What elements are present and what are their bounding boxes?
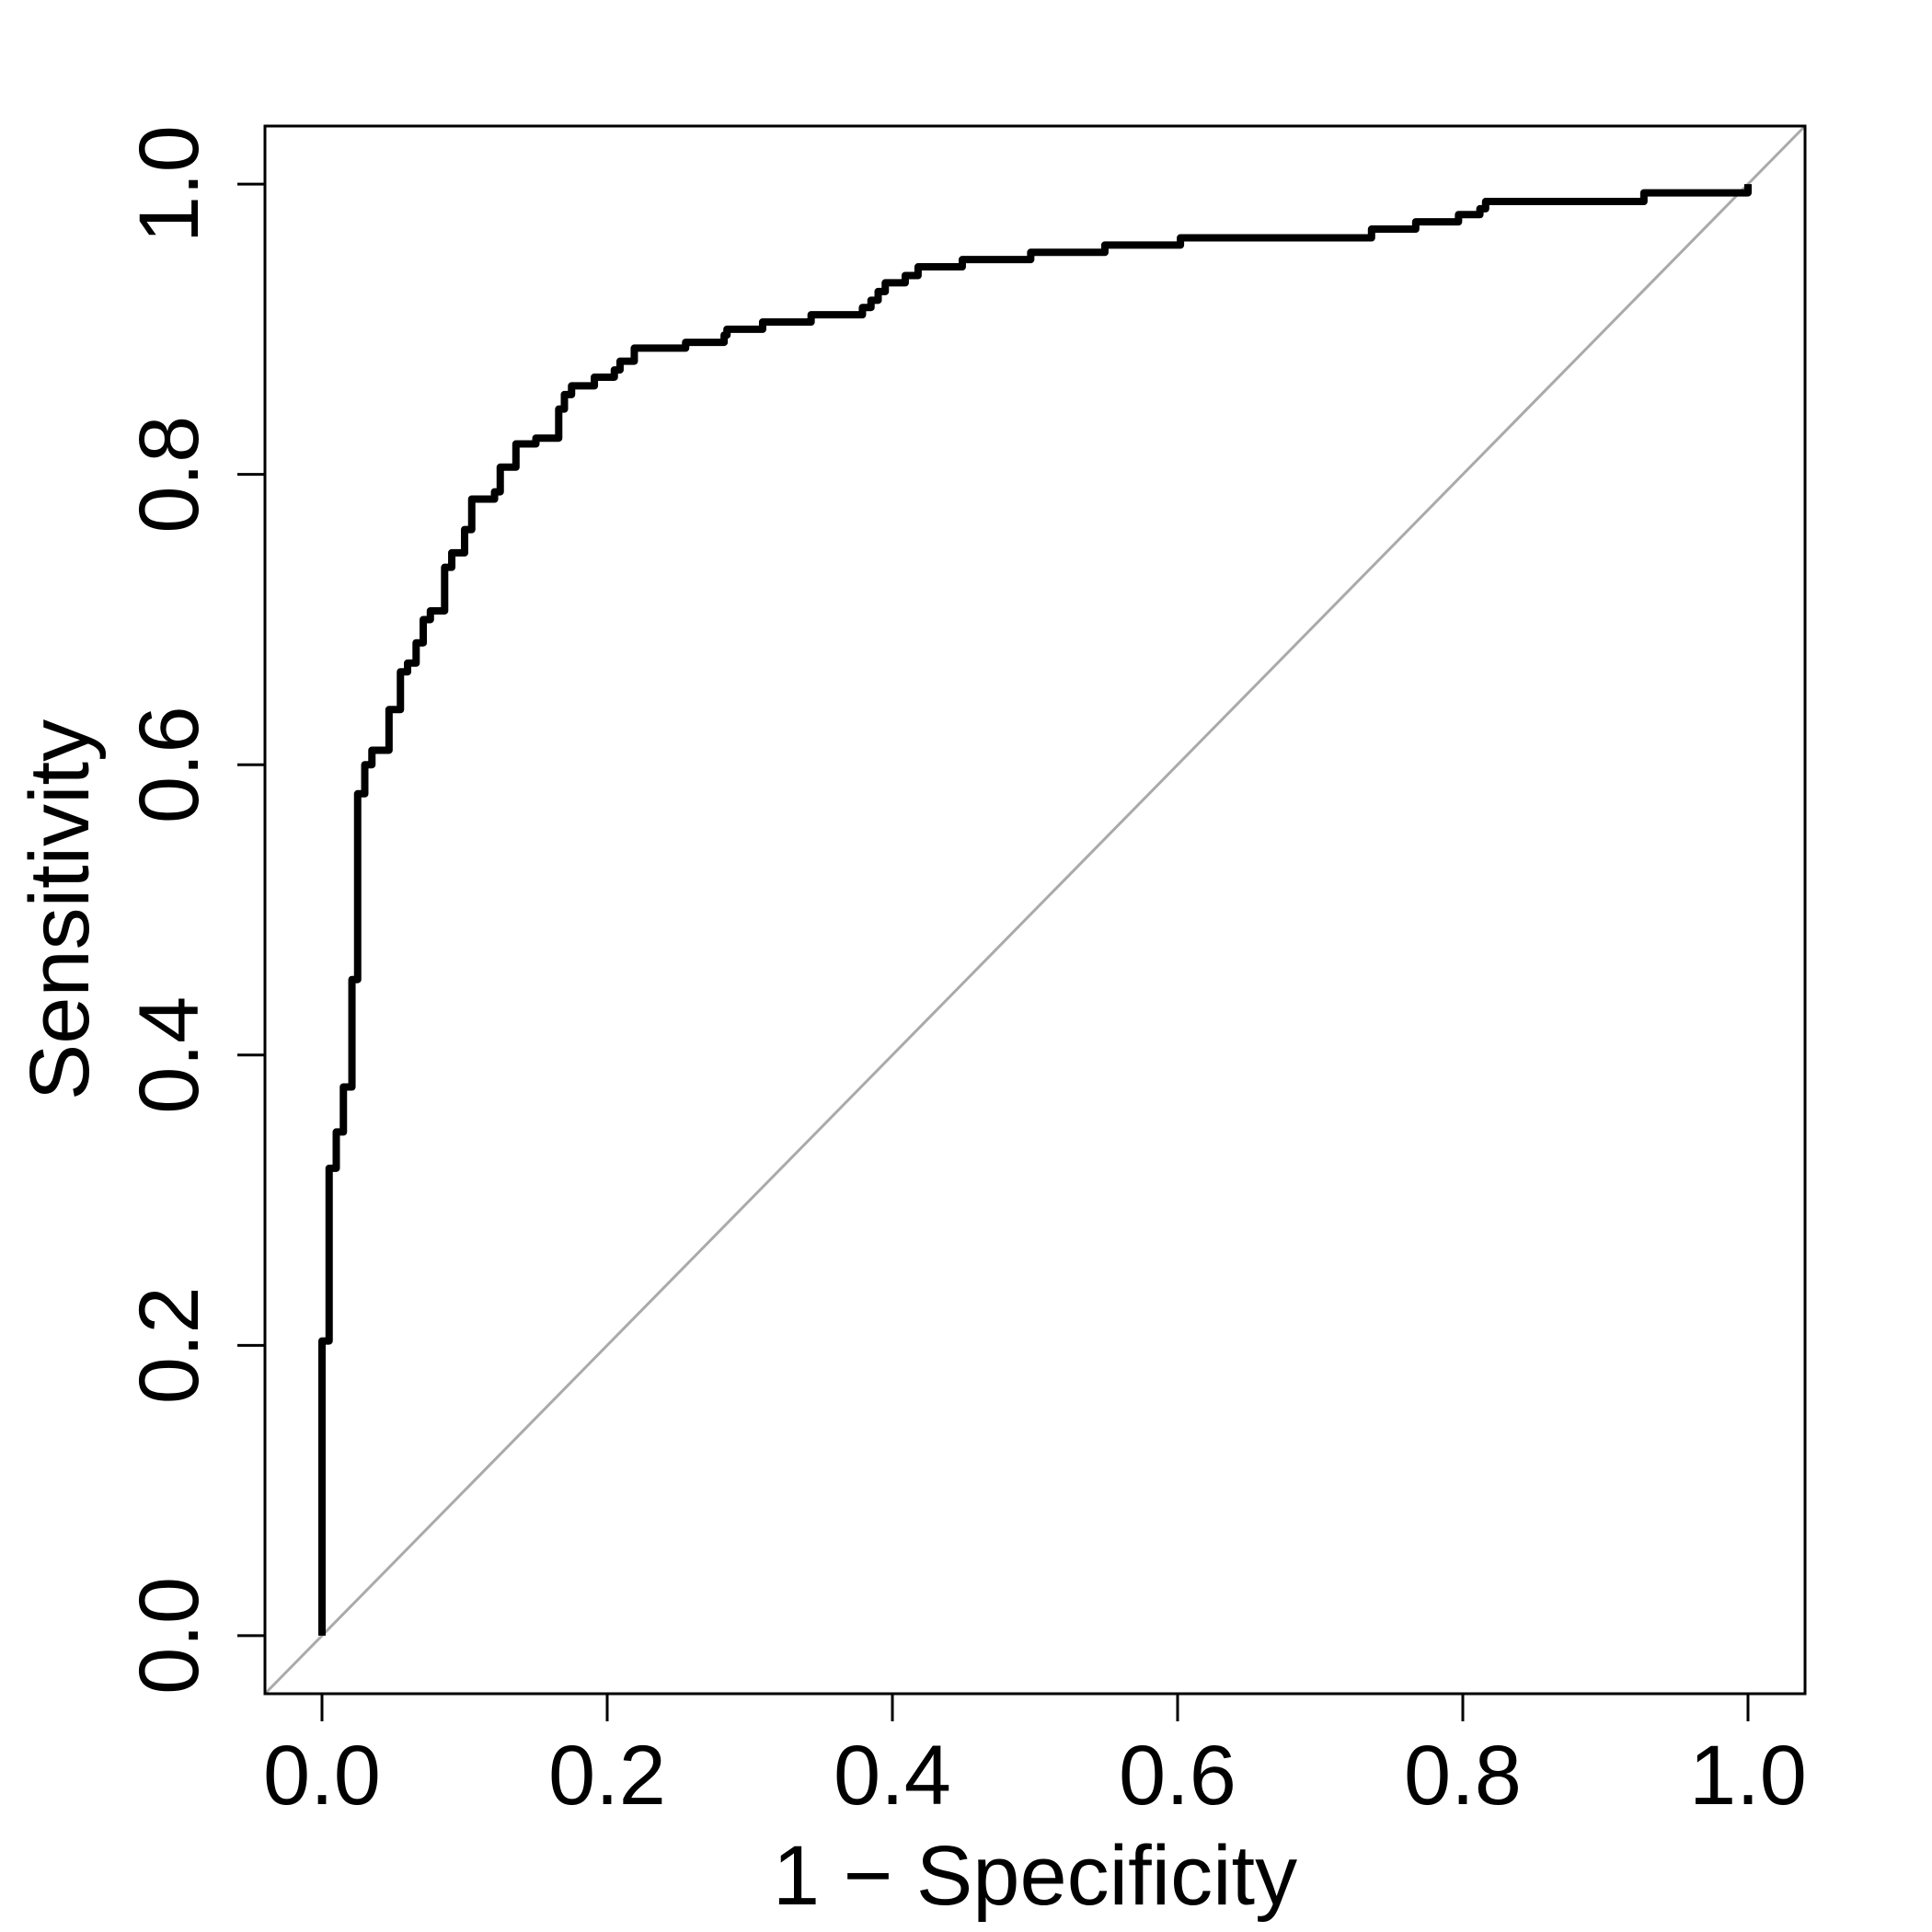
roc-curve [318, 184, 1752, 1636]
x-tick-label: 0.2 [548, 1729, 666, 1823]
x-tick-label: 0.6 [1119, 1729, 1236, 1823]
x-tick-label: 1.0 [1689, 1729, 1807, 1823]
y-tick-label: 0.4 [122, 996, 216, 1114]
y-axis-label: Sensitivity [13, 719, 107, 1100]
y-tick-label: 0.0 [122, 1577, 216, 1695]
x-tick-label: 0.0 [263, 1729, 381, 1823]
x-tick-label: 0.4 [834, 1729, 951, 1823]
x-tick-label: 0.8 [1404, 1729, 1522, 1823]
y-tick-label: 1.0 [122, 125, 216, 243]
y-tick-label: 0.8 [122, 416, 216, 534]
y-tick-label: 0.6 [122, 706, 216, 823]
reference-line [263, 124, 1807, 1696]
x-axis-label: 1 − Specificity [773, 1829, 1297, 1923]
plot-frame [263, 124, 1807, 1696]
y-tick-label: 0.2 [122, 1286, 216, 1404]
